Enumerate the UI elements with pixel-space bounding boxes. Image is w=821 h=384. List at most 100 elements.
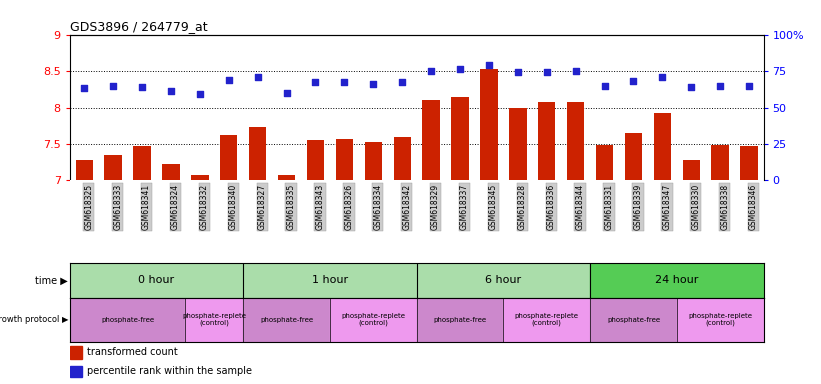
Bar: [538, 103, 556, 180]
Bar: [243, 298, 330, 342]
Bar: [336, 139, 353, 180]
Text: growth protocol ▶: growth protocol ▶: [0, 315, 68, 324]
Text: GDS3896 / 264779_at: GDS3896 / 264779_at: [70, 20, 208, 33]
Text: 24 hour: 24 hour: [655, 275, 699, 285]
Point: [78, 85, 91, 91]
Bar: [596, 146, 613, 180]
Text: transformed count: transformed count: [87, 347, 178, 357]
Point: [598, 83, 611, 89]
Point: [685, 84, 698, 90]
Bar: [654, 113, 671, 180]
Point: [569, 68, 582, 74]
Point: [453, 66, 466, 72]
Text: phosphate-free: phosphate-free: [433, 317, 487, 323]
Bar: [590, 298, 677, 342]
Text: GSM618325: GSM618325: [85, 184, 94, 230]
Text: phosphate-free: phosphate-free: [101, 317, 154, 323]
Point: [396, 79, 409, 85]
Point: [309, 79, 322, 85]
Bar: [625, 133, 642, 180]
Text: GSM618328: GSM618328: [518, 184, 527, 230]
Point: [742, 83, 755, 89]
Text: GSM618337: GSM618337: [460, 184, 469, 230]
Point: [222, 77, 236, 83]
Bar: [712, 146, 729, 180]
Bar: [503, 298, 590, 342]
Point: [656, 74, 669, 80]
Bar: [70, 298, 186, 342]
Text: GSM618333: GSM618333: [113, 184, 122, 230]
Point: [367, 81, 380, 87]
Text: GSM618327: GSM618327: [258, 184, 267, 230]
Bar: [307, 141, 324, 180]
Text: 1 hour: 1 hour: [312, 275, 348, 285]
Point: [713, 83, 727, 89]
Text: GSM618340: GSM618340: [229, 184, 238, 230]
Text: GSM618335: GSM618335: [287, 184, 296, 230]
Bar: [191, 175, 209, 180]
Point: [251, 74, 264, 80]
Bar: [249, 127, 266, 180]
Bar: [70, 346, 82, 359]
Bar: [677, 298, 764, 342]
Bar: [70, 263, 243, 298]
Text: GSM618343: GSM618343: [315, 184, 324, 230]
Text: GSM618326: GSM618326: [344, 184, 353, 230]
Text: phosphate-replete
(control): phosphate-replete (control): [342, 313, 406, 326]
Bar: [452, 96, 469, 180]
Bar: [393, 137, 410, 180]
Point: [107, 83, 120, 89]
Text: phosphate-replete
(control): phosphate-replete (control): [515, 313, 579, 326]
Text: GSM618339: GSM618339: [634, 184, 643, 230]
Bar: [682, 160, 700, 180]
Point: [424, 68, 438, 74]
Bar: [480, 69, 498, 180]
Bar: [330, 298, 416, 342]
Text: phosphate-replete
(control): phosphate-replete (control): [688, 313, 752, 326]
Point: [337, 79, 351, 85]
Bar: [423, 100, 440, 180]
Point: [135, 84, 149, 90]
Text: phosphate-free: phosphate-free: [260, 317, 313, 323]
Point: [511, 70, 525, 76]
Text: phosphate-replete
(control): phosphate-replete (control): [182, 313, 246, 326]
Text: GSM618341: GSM618341: [142, 184, 151, 230]
Text: GSM618332: GSM618332: [200, 184, 209, 230]
Bar: [243, 263, 417, 298]
Bar: [278, 175, 296, 180]
Text: 6 hour: 6 hour: [485, 275, 521, 285]
Point: [540, 70, 553, 76]
Bar: [70, 366, 82, 377]
Bar: [220, 134, 237, 180]
Bar: [365, 142, 382, 180]
Bar: [590, 263, 764, 298]
Point: [193, 91, 206, 98]
Text: time ▶: time ▶: [35, 275, 68, 285]
Text: GSM618334: GSM618334: [374, 184, 383, 230]
Text: GSM618329: GSM618329: [431, 184, 440, 230]
Point: [280, 90, 293, 96]
Text: GSM618324: GSM618324: [171, 184, 180, 230]
Text: GSM618345: GSM618345: [489, 184, 498, 230]
Bar: [416, 263, 590, 298]
Bar: [567, 103, 585, 180]
Text: phosphate-free: phosphate-free: [607, 317, 660, 323]
Bar: [76, 160, 93, 180]
Text: GSM618330: GSM618330: [691, 184, 700, 230]
Bar: [133, 146, 151, 180]
Text: GSM618344: GSM618344: [576, 184, 585, 230]
Text: GSM618336: GSM618336: [547, 184, 556, 230]
Bar: [741, 146, 758, 180]
Text: GSM618346: GSM618346: [749, 184, 758, 230]
Bar: [416, 298, 503, 342]
Bar: [163, 164, 180, 180]
Point: [164, 88, 177, 94]
Text: percentile rank within the sample: percentile rank within the sample: [87, 366, 252, 376]
Bar: [104, 155, 122, 180]
Text: GSM618342: GSM618342: [402, 184, 411, 230]
Text: GSM618347: GSM618347: [663, 184, 672, 230]
Bar: [186, 298, 243, 342]
Text: 0 hour: 0 hour: [139, 275, 175, 285]
Text: GSM618331: GSM618331: [604, 184, 613, 230]
Text: GSM618338: GSM618338: [720, 184, 729, 230]
